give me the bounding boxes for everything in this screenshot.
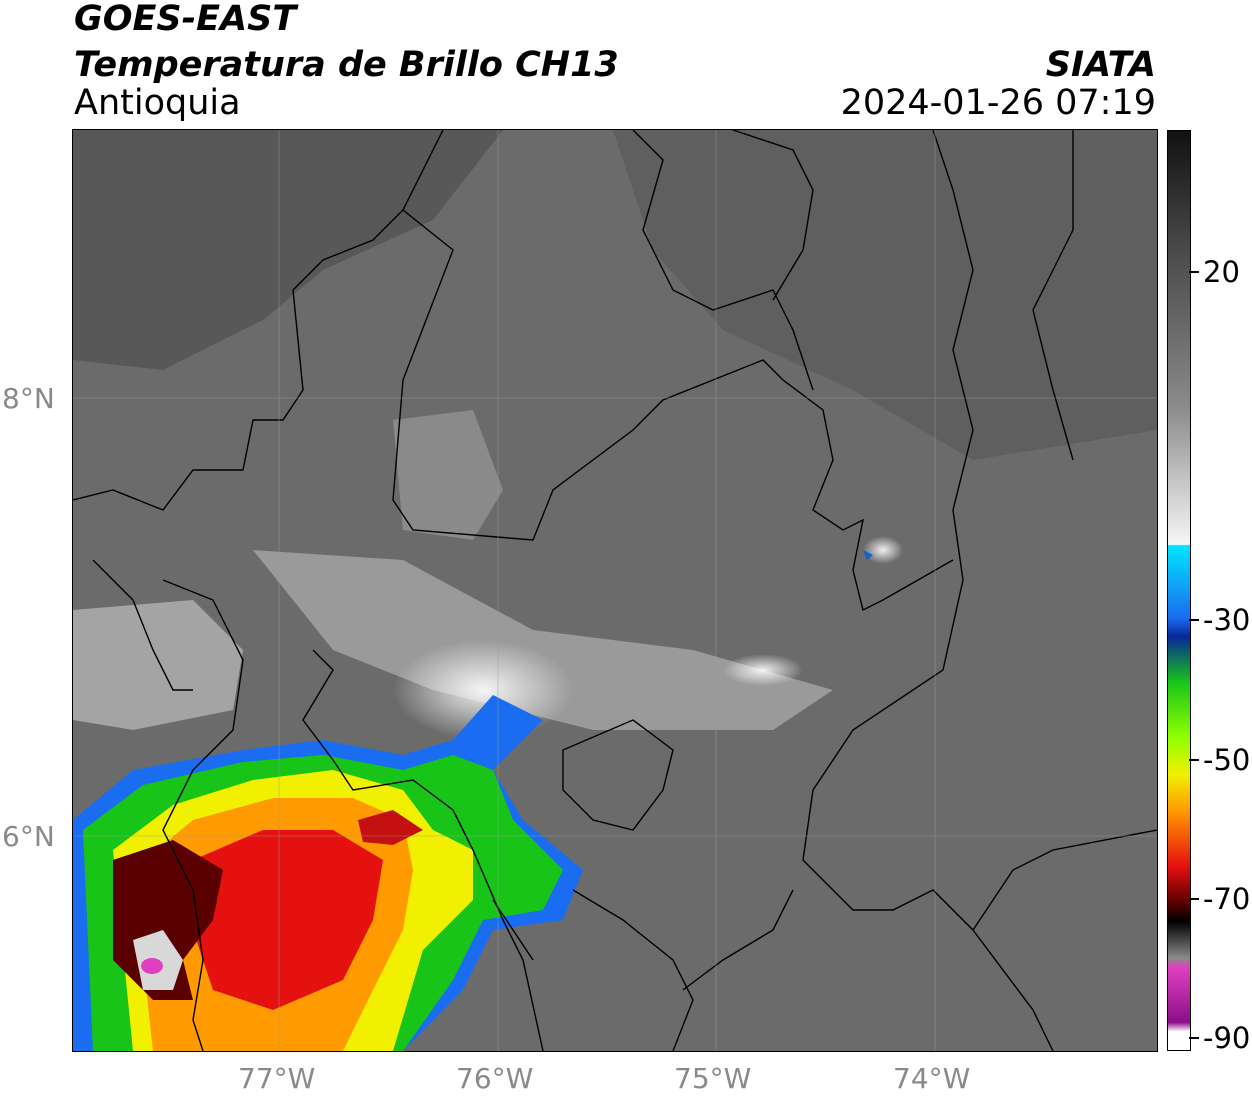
- light-patch-west: [73, 600, 243, 730]
- colorbar-tick-minus90: [1189, 1037, 1199, 1039]
- colorbar-tick-20: [1189, 271, 1199, 273]
- caribbean-sea-region: [73, 130, 503, 370]
- colorbar-tick-minus70: [1189, 898, 1199, 900]
- cirrus-band: [253, 550, 833, 730]
- colorbar-label-minus90: -90: [1203, 1021, 1251, 1055]
- graticule: [73, 130, 1157, 1051]
- lon-label-77w: 77°W: [238, 1062, 316, 1095]
- lon-label-76w: 76°W: [456, 1062, 534, 1095]
- region-label: Antioquia: [74, 83, 241, 123]
- title-satellite: GOES-EAST: [74, 0, 297, 39]
- small-cold-cell: [863, 550, 873, 560]
- storm-red: [193, 830, 383, 1010]
- colorbar-tick-minus30: [1189, 619, 1199, 621]
- cirrus-bright-3: [863, 536, 903, 564]
- organization-label: SIATA: [1045, 45, 1156, 85]
- colorbar-tick-minus50: [1189, 759, 1199, 761]
- northeast-region: [613, 130, 1157, 460]
- temperature-colorbar: [1167, 130, 1191, 1051]
- lat-label-8n: 8°N: [2, 382, 55, 415]
- cirrus-bright-2: [723, 654, 803, 686]
- lat-label-6n: 6°N: [2, 820, 55, 853]
- storm-pink-core: [141, 958, 163, 974]
- map-borders: [73, 130, 1157, 1051]
- title-product: Temperatura de Brillo CH13: [74, 45, 619, 85]
- brightness-temperature-map[interactable]: [72, 129, 1158, 1052]
- lon-label-75w: 75°W: [674, 1062, 752, 1095]
- datetime-label: 2024-01-26 07:19: [840, 83, 1156, 123]
- colorbar-label-minus30: -30: [1203, 603, 1251, 637]
- colorbar-label-20: 20: [1203, 255, 1240, 289]
- colorbar-label-minus70: -70: [1203, 882, 1251, 916]
- lon-label-74w: 74°W: [893, 1062, 971, 1095]
- colorbar-label-minus50: -50: [1203, 743, 1251, 777]
- light-patch-uraba: [393, 410, 503, 540]
